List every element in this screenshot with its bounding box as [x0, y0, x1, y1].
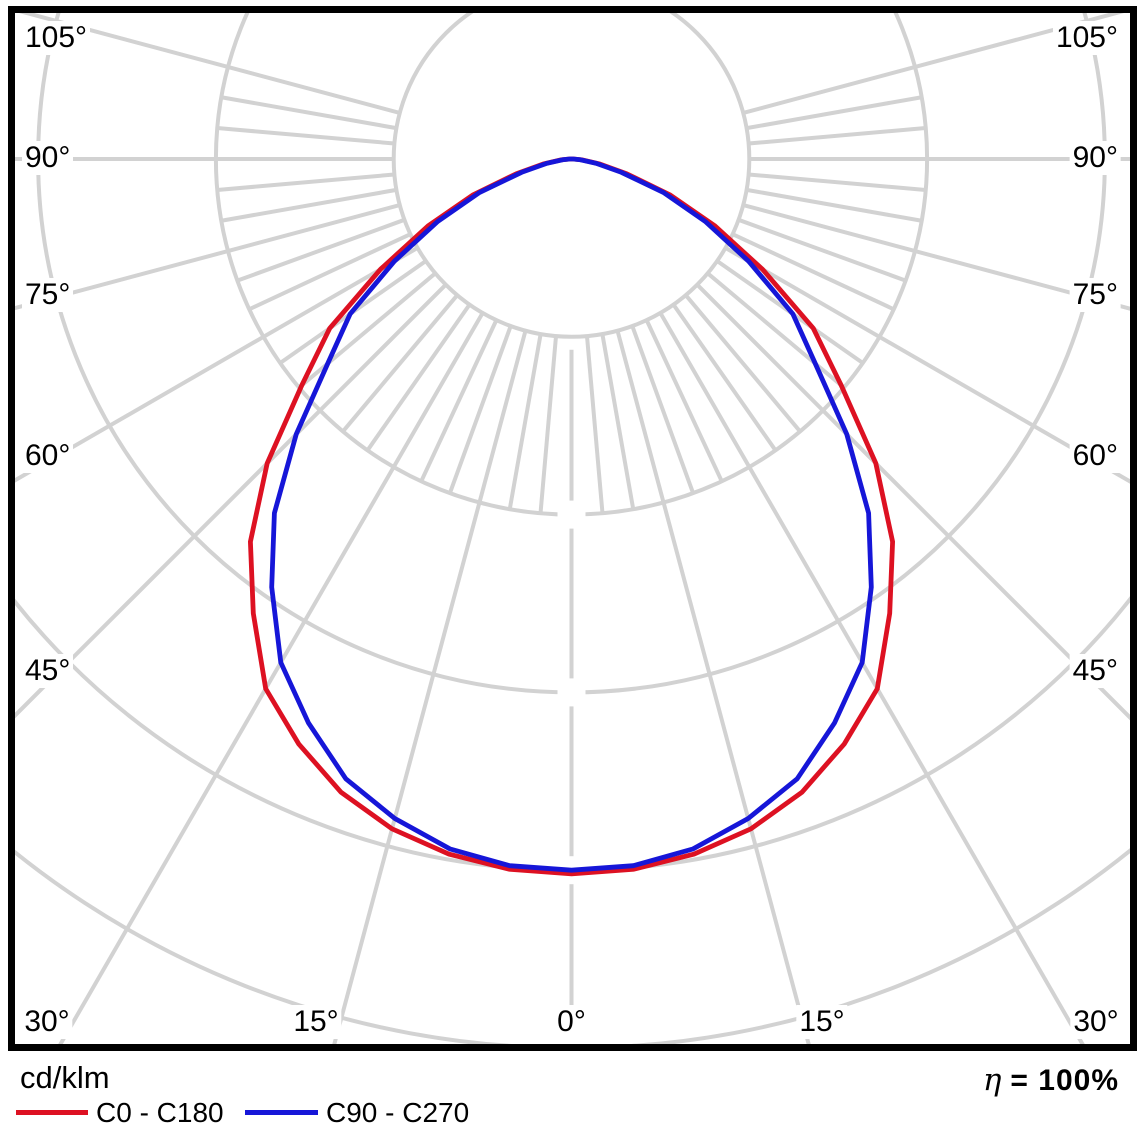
eta-symbol: η — [982, 1062, 1002, 1098]
grid-ray-minor--100 — [220, 95, 397, 131]
efficiency-label: η = 100% — [983, 1062, 1119, 1098]
grid-ray-minor--10 — [507, 333, 543, 510]
grid-ray-minor-50 — [706, 271, 846, 390]
grid-ray-minor--35 — [365, 303, 472, 452]
grid-ray-major--105 — [18, 13, 401, 115]
grid-ray-minor--85 — [217, 172, 395, 192]
grid-ray-major-15 — [615, 330, 811, 1044]
legend-label-c0-c180: C0 - C180 — [96, 1097, 224, 1128]
grid-ray-minor-35 — [671, 303, 778, 452]
grid-ray-minor--50 — [297, 271, 437, 390]
grid-ray-major--75 — [15, 203, 401, 311]
grid-ray-minor--40 — [341, 293, 459, 433]
grid-ray-major--60 — [15, 246, 419, 483]
grid-ray-minor-10 — [600, 333, 636, 510]
grid-ray-minor-20 — [630, 325, 696, 494]
grid-ray-minor--80 — [220, 187, 397, 223]
plot-border — [8, 6, 1137, 1051]
legend-swatch-c90-c270 — [245, 1110, 318, 1115]
unit-label: cd/klm — [20, 1060, 110, 1095]
legend-label-c90-c270: C90 - C270 — [326, 1097, 470, 1128]
axis-gap-masks — [557, 500, 586, 1044]
grid-ray-major--45 — [15, 283, 448, 719]
curve-c90-c270 — [269, 156, 874, 873]
grid-ray-major-105 — [742, 13, 1125, 115]
grid-ray-major-30 — [658, 311, 1085, 1044]
axis-gap-mask-2 — [557, 500, 586, 529]
grid-ray-major--30 — [58, 311, 485, 1044]
axis-gap-mask-5 — [557, 1034, 586, 1044]
grid-ray-minor--25 — [419, 319, 499, 483]
grid-ray-minor-95 — [748, 126, 926, 146]
grid-ray-major-60 — [724, 246, 1130, 484]
grid-ray-minor-80 — [746, 187, 923, 223]
grid-ray-minor-65 — [731, 232, 895, 312]
grid-ray-minor--95 — [217, 126, 395, 146]
eta-value: = 100% — [1010, 1064, 1119, 1097]
grid-ray-minor--5 — [538, 335, 558, 514]
axis-gap-mask-3 — [557, 678, 586, 707]
grid-ray-minor-25 — [644, 319, 724, 483]
grid-ray-major-45 — [695, 283, 1130, 721]
grid-ray-minor--70 — [236, 217, 406, 283]
grid-ray-major--15 — [332, 330, 528, 1044]
grid-ray-minor--65 — [248, 232, 412, 312]
grid-ray-minor-40 — [684, 293, 802, 433]
grid-ray-minor-70 — [737, 217, 907, 283]
grid-ray-minor-85 — [748, 172, 926, 192]
grid-ray-major-75 — [742, 203, 1130, 311]
legend-swatch-c0-c180 — [16, 1110, 88, 1115]
grid-ray-minor--20 — [447, 325, 513, 494]
grid-ray-minor-100 — [746, 95, 923, 131]
intensity-curves — [247, 156, 896, 877]
grid-ray-minor-5 — [585, 335, 605, 514]
